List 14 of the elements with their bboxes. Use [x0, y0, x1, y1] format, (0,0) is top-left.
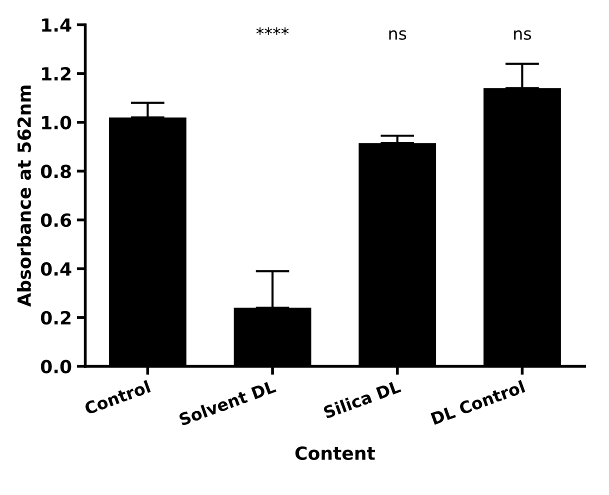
y-tick-label: 0.0: [40, 360, 72, 374]
x-tick-label: Silica DL: [322, 380, 402, 419]
y-tick-label: 0.4: [40, 262, 72, 276]
y-tick-label: 0.2: [40, 310, 70, 325]
y-tick-label: 1.4: [42, 18, 72, 32]
y-tick-label: 0.6: [40, 213, 72, 228]
y-tick-label: 1.0: [42, 116, 72, 130]
y-axis-title: Absorbance at 562nm: [17, 86, 32, 307]
annotation: ns: [514, 30, 532, 40]
annotation: ns: [389, 30, 406, 40]
annotation: ****: [256, 27, 289, 35]
y-tick-label: 0.8: [40, 164, 71, 178]
y-tick-label: 1.2: [42, 67, 70, 80]
x-axis-title: Content: [295, 446, 375, 460]
